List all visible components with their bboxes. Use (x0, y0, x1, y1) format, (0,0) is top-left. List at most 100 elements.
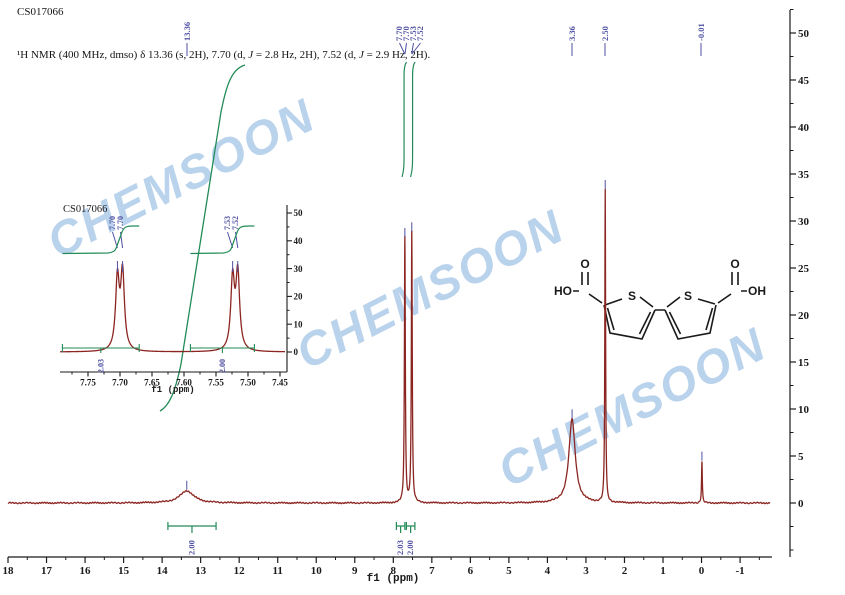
atom-label-oh: OH (748, 284, 766, 298)
inset-integration-value-label: 2.00 (218, 359, 227, 373)
main-x-axis-tick-label: 10 (311, 565, 323, 577)
main-peak-label: 13.36 (182, 22, 192, 41)
main-y-axis-tick-label: 35 (798, 169, 810, 181)
main-x-axis-tick-label: 4 (545, 565, 551, 577)
main-x-axis-tick-label: 5 (506, 565, 512, 577)
main-y-axis-tick-label: 20 (798, 310, 810, 322)
main-x-axis-title: f1 (ppm) (367, 573, 420, 585)
main-x-axis-tick-label: 3 (583, 565, 589, 577)
inset-peak-label: 7.70 (116, 216, 125, 230)
inset-peak-label: 7.70 (108, 216, 117, 230)
main-y-axis-tick-label: 25 (798, 263, 810, 275)
integration-bracket (395, 522, 406, 533)
inset-spectrum-trace (60, 262, 285, 353)
inset-x-axis-tick-label: 7.45 (272, 378, 288, 388)
inset-integration-value-label: 2.03 (96, 359, 105, 373)
atom-label-ho: HO (554, 284, 572, 298)
annotation-text: = 2.9 Hz, 2H). (363, 49, 431, 61)
main-y-axis-tick-label: 45 (798, 75, 810, 87)
main-x-axis-tick-label: 18 (3, 565, 15, 577)
integration-bracket (405, 522, 416, 533)
main-y-axis-tick-label: 50 (798, 28, 810, 40)
coupling-constant-j: J (248, 49, 254, 61)
annotation-text: ¹H NMR (400 MHz, dmso) δ 13.36 (s, 2H), … (17, 49, 249, 61)
molecule-bonds (573, 272, 747, 340)
main-peak-label: -0.01 (696, 23, 706, 41)
inset-x-axis-title: f1 (ppm) (151, 385, 194, 395)
inset-peak-label: 7.53 (223, 216, 232, 230)
main-y-axis-tick-label: 0 (798, 498, 804, 510)
main-peak-label: 7.70 (401, 26, 411, 41)
inset-y-axis-tick-label: 10 (294, 319, 304, 329)
main-peak-label: 3.36 (567, 26, 577, 41)
main-spectrum-trace (7, 188, 771, 505)
main-peak-label: 7.52 (415, 26, 425, 41)
sample-id: CS017066 (17, 6, 64, 18)
atom-label-s-right: S (684, 289, 692, 303)
main-x-axis-tick-label: 8 (391, 565, 397, 577)
inset-x-axis-tick-label: 7.70 (112, 378, 128, 388)
inset-y-axis-tick-label: 50 (294, 208, 304, 218)
main-x-axis-tick-label: 16 (80, 565, 92, 577)
main-x-axis-tick-label: 2 (622, 565, 628, 577)
integration-value-label: 2.03 (395, 540, 405, 555)
main-peak-label-line (404, 42, 407, 55)
main-x-axis-tick-label: 17 (41, 565, 53, 577)
main-y-axis-tick-label: 15 (798, 357, 810, 369)
main-x-axis-tick-label: 0 (699, 565, 705, 577)
main-x-axis-tick-label: -1 (735, 565, 744, 577)
inset-x-axis-tick-label: 7.55 (208, 378, 224, 388)
main-y-axis-tick-label: 40 (798, 122, 810, 134)
integral-curve (410, 61, 416, 178)
inset-sample-id: CS017066 (63, 204, 107, 215)
integration-bracket (167, 522, 217, 533)
main-x-axis-tick-label: 6 (468, 565, 474, 577)
inset-integration-bracket (61, 344, 140, 353)
inset-integral-curve (190, 225, 255, 255)
inset-y-axis-tick-label: 40 (294, 236, 304, 246)
main-peak-label: 7.53 (408, 26, 418, 41)
molecule-structure: O O HO OH S S (554, 257, 766, 340)
main-y-axis-tick-label: 30 (798, 216, 810, 228)
main-x-axis-tick-label: 11 (273, 565, 283, 577)
nmr-assignment-text: ¹H NMR (400 MHz, dmso) δ 13.36 (s, 2H), … (17, 49, 477, 61)
integral-curve (159, 64, 246, 412)
inset-x-axis-tick-label: 7.75 (80, 378, 96, 388)
integration-value-label: 2.00 (186, 540, 196, 555)
integral-curve (401, 61, 408, 178)
inset-peak-label-line (227, 231, 234, 249)
main-x-axis-tick-label: 13 (195, 565, 207, 577)
main-x-axis-tick-label: 14 (157, 565, 169, 577)
main-peak-label-line (411, 42, 414, 55)
main-peak-label-line (399, 42, 406, 55)
inset-integral-curve (62, 225, 140, 255)
coupling-constant-j: J (358, 49, 364, 61)
main-y-axis-tick-label: 10 (798, 404, 810, 416)
main-x-axis-tick-label: 9 (352, 565, 358, 577)
inset-peak-label: 7.52 (231, 216, 240, 230)
main-x-axis-tick-label: 1 (660, 565, 666, 577)
main-y-axis-tick-label: 5 (798, 451, 804, 463)
inset-x-axis-tick-label: 7.50 (240, 378, 256, 388)
atom-label-o-right: O (730, 257, 739, 271)
main-x-axis-tick-label: 12 (234, 565, 246, 577)
inset-integration-bracket (189, 344, 255, 353)
inset-x-axis-tick-label: 7.65 (144, 378, 160, 388)
main-peak-label-line (411, 42, 421, 55)
inset-y-axis-tick-label: 30 (294, 264, 304, 274)
atom-label-o-left: O (580, 257, 589, 271)
integration-value-label: 2.00 (405, 540, 415, 555)
main-x-axis-tick-label: 7 (429, 565, 435, 577)
inset-y-axis-tick-label: 0 (294, 347, 299, 357)
atom-label-s-left: S (628, 289, 636, 303)
inset-x-axis-tick-label: 7.60 (176, 378, 192, 388)
main-peak-label: 7.70 (394, 26, 404, 41)
inset-y-axis-tick-label: 20 (294, 292, 304, 302)
main-x-axis-tick-label: 15 (118, 565, 130, 577)
main-peak-label: 2.50 (600, 26, 610, 41)
annotation-text: = 2.8 Hz, 2H), 7.52 (d, (253, 49, 359, 61)
inset-peak-label-line (112, 231, 118, 249)
